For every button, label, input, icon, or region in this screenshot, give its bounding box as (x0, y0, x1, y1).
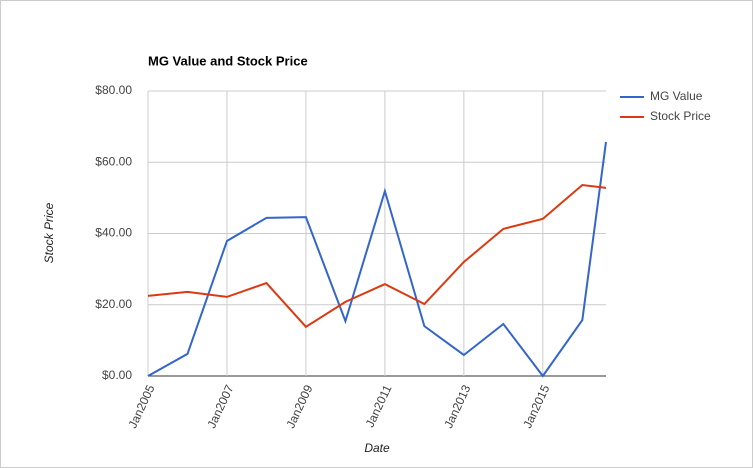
y-tick-label: $20.00 (95, 297, 132, 311)
series-line (147, 141, 607, 378)
legend-label: Stock Price (650, 109, 711, 123)
y-tick-label: $40.00 (95, 226, 132, 240)
y-tick-label: $80.00 (95, 83, 132, 97)
legend-label: MG Value (650, 89, 703, 103)
y-axis-label: Stock Price (42, 202, 56, 263)
x-axis-label: Date (364, 441, 390, 455)
y-tick-label: $0.00 (102, 368, 132, 382)
y-tick-label: $60.00 (95, 154, 132, 168)
chart-title: MG Value and Stock Price (148, 53, 308, 68)
series-line (147, 184, 607, 329)
